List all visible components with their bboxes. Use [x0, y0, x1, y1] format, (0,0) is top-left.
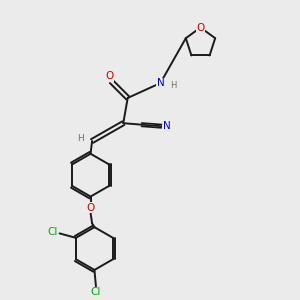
Text: H: H [170, 81, 176, 90]
Text: N: N [157, 78, 164, 88]
Text: Cl: Cl [91, 287, 101, 297]
Text: O: O [86, 202, 95, 213]
Text: Cl: Cl [47, 227, 57, 237]
Text: N: N [164, 121, 171, 131]
Text: O: O [196, 22, 205, 32]
Text: O: O [105, 71, 113, 81]
Text: H: H [77, 134, 84, 143]
